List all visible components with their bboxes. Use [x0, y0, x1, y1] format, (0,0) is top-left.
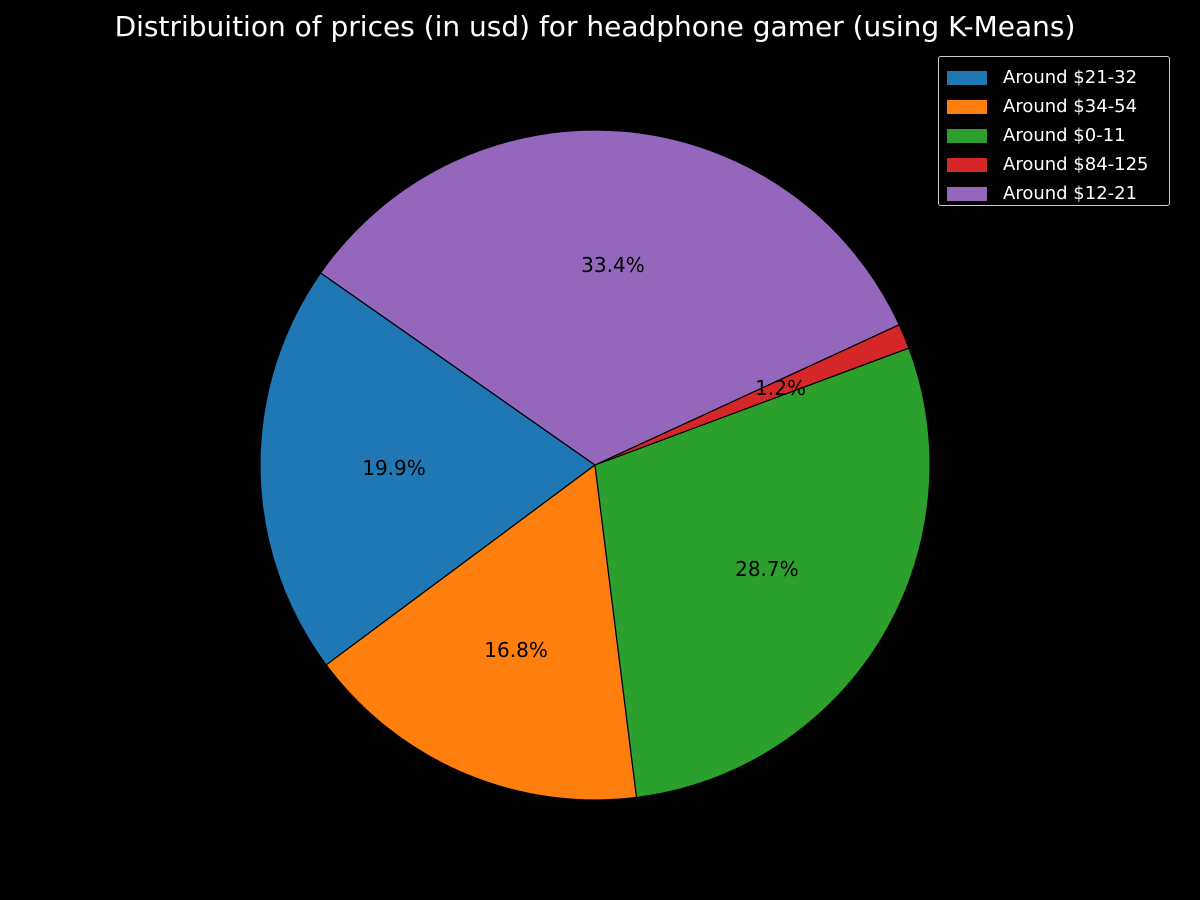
legend-swatch: [947, 128, 987, 143]
legend-item: Around $84-125: [939, 150, 1169, 179]
slice-percent-label: 1.2%: [755, 376, 806, 400]
pie-slice: [259, 272, 597, 666]
legend-swatch: [947, 157, 987, 172]
legend-item: Around $21-32: [939, 63, 1169, 92]
legend-label: Around $21-32: [1003, 67, 1138, 88]
pie-slice: [319, 129, 900, 466]
legend: Around $21-32 Around $34-54 Around $0-11…: [938, 56, 1170, 206]
slice-percent-label: 33.4%: [581, 253, 645, 277]
legend-item: Around $34-54: [939, 92, 1169, 121]
pie-slice: [594, 347, 931, 799]
chart-title: Distribuition of prices (in usd) for hea…: [114, 10, 1076, 43]
legend-label: Around $12-21: [1003, 183, 1138, 204]
legend-label: Around $34-54: [1003, 96, 1138, 117]
legend-swatch: [947, 186, 987, 201]
pie-labels: 19.9% 16.8% 28.7% 1.2% 33.4%: [362, 253, 806, 662]
slice-percent-label: 16.8%: [484, 638, 548, 662]
legend-item: Around $0-11: [939, 121, 1169, 150]
legend-item: Around $12-21: [939, 179, 1169, 208]
pie-slices: [259, 129, 931, 801]
slice-percent-label: 28.7%: [735, 557, 799, 581]
legend-swatch: [947, 99, 987, 114]
legend-swatch: [947, 70, 987, 85]
pie-slice: [325, 463, 638, 801]
legend-label: Around $84-125: [1003, 154, 1149, 175]
slice-percent-label: 19.9%: [362, 456, 426, 480]
legend-label: Around $0-11: [1003, 125, 1126, 146]
